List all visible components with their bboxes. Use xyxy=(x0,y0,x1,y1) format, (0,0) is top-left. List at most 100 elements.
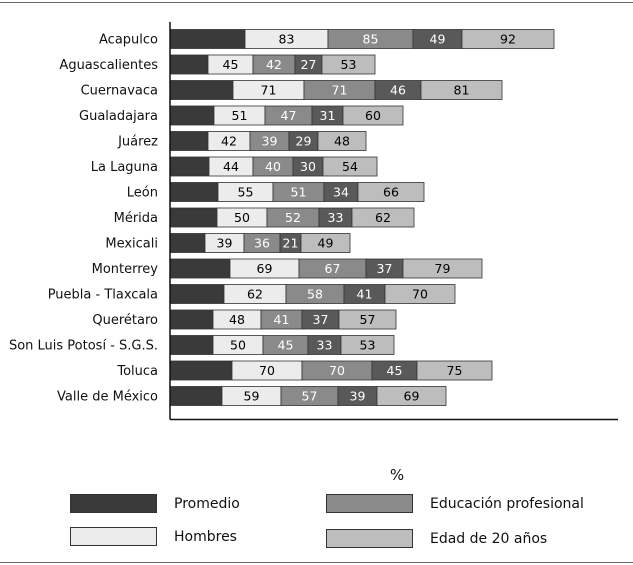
bar-segment xyxy=(169,54,209,75)
data-label: 48 xyxy=(334,134,350,149)
top-rule xyxy=(0,2,633,3)
data-label: 57 xyxy=(360,312,376,327)
bar-segment xyxy=(384,284,456,304)
bar-segment xyxy=(169,233,206,253)
legend-item-edad: Edad de 20 años xyxy=(326,529,547,548)
data-label: 71 xyxy=(332,83,348,98)
data-label: 75 xyxy=(447,363,463,378)
bar-segment xyxy=(169,182,219,202)
bar-segment xyxy=(169,105,215,126)
bar-segment xyxy=(342,105,404,126)
data-label: 59 xyxy=(244,389,260,404)
data-label: 58 xyxy=(307,287,323,302)
data-label: 53 xyxy=(360,338,376,353)
category-label: León xyxy=(127,186,158,201)
data-label: 85 xyxy=(363,32,379,47)
legend-item-promedio: Promedio xyxy=(70,494,240,513)
data-label: 51 xyxy=(291,185,307,200)
data-label: 29 xyxy=(296,134,312,149)
data-label: 41 xyxy=(274,312,290,327)
bar-segment xyxy=(338,309,397,330)
legend-label-hombres: Hombres xyxy=(174,528,237,545)
data-label: 52 xyxy=(285,210,301,225)
legend-swatch-edad xyxy=(326,529,413,548)
data-label: 50 xyxy=(234,210,250,225)
data-label: 62 xyxy=(247,287,263,302)
data-label: 45 xyxy=(387,363,403,378)
bar-segment xyxy=(376,386,447,406)
legend-label-edad: Edad de 20 años xyxy=(430,530,548,547)
bar-segment xyxy=(169,80,234,100)
data-label: 81 xyxy=(454,83,470,98)
bar-segment xyxy=(402,258,483,279)
data-label: 40 xyxy=(265,159,281,174)
data-label: 66 xyxy=(383,185,399,200)
data-label: 21 xyxy=(283,236,299,251)
data-label: 45 xyxy=(278,338,294,353)
data-label: 46 xyxy=(390,83,406,98)
legend-swatch-promedio xyxy=(70,494,157,513)
category-label: Querétaro xyxy=(92,313,158,328)
category-label: La Laguna xyxy=(91,160,158,175)
stacked-bar-chart: Acapulco 83 85 49 92 Aguascalientes 45 42 27 53 Cu… xyxy=(9,22,618,484)
data-label: 42 xyxy=(221,134,237,149)
legend-item-educacion: Educación profesional xyxy=(326,494,584,513)
data-label: 49 xyxy=(318,236,334,251)
data-label: 36 xyxy=(254,236,270,251)
data-label: 27 xyxy=(301,57,317,72)
data-label: 39 xyxy=(217,236,233,251)
data-label: 30 xyxy=(300,159,316,174)
bar-segment xyxy=(169,360,233,381)
data-label: 34 xyxy=(333,185,349,200)
bar-segment xyxy=(169,335,214,355)
data-label: 50 xyxy=(230,338,246,353)
bar-segment xyxy=(169,284,225,304)
data-label: 69 xyxy=(257,261,273,276)
x-axis-label: % xyxy=(390,466,404,484)
category-label: Juárez xyxy=(117,135,158,150)
bar-segment xyxy=(169,29,246,49)
bar-segment xyxy=(300,233,351,253)
category-label: Toluca xyxy=(116,364,158,379)
data-label: 79 xyxy=(435,261,451,276)
data-label: 92 xyxy=(500,32,516,47)
data-label: 57 xyxy=(302,389,318,404)
bar-segment xyxy=(322,156,378,177)
bar-segment xyxy=(169,156,210,177)
bar-segment xyxy=(317,131,367,151)
data-label: 41 xyxy=(357,287,373,302)
category-label: Son Luis Potosí - S.G.S. xyxy=(9,339,158,354)
bar-segment xyxy=(340,335,395,355)
data-label: 37 xyxy=(313,312,329,327)
legend-label-promedio: Promedio xyxy=(174,495,240,512)
legend-label-educacion: Educación profesional xyxy=(430,495,584,512)
bar-segment xyxy=(169,258,231,279)
data-label: 83 xyxy=(279,32,295,47)
data-label: 47 xyxy=(281,108,297,123)
data-label: 48 xyxy=(229,312,245,327)
data-label: 39 xyxy=(350,389,366,404)
data-label: 71 xyxy=(261,83,277,98)
category-label: Cuernavaca xyxy=(81,84,158,99)
category-label: Mérida xyxy=(114,211,158,226)
data-label: 70 xyxy=(412,287,428,302)
bar-segment xyxy=(169,207,218,228)
data-label: 70 xyxy=(329,363,345,378)
data-label: 49 xyxy=(430,32,446,47)
category-label: Gualadajara xyxy=(79,109,158,124)
data-label: 39 xyxy=(262,134,278,149)
bar-segment xyxy=(461,29,555,49)
bar-segment xyxy=(169,131,209,151)
category-label: Valle de México xyxy=(57,390,158,405)
data-label: 67 xyxy=(325,261,341,276)
category-label: Puebla - Tlaxcala xyxy=(48,288,158,303)
legend-item-hombres: Hombres xyxy=(70,527,237,546)
data-label: 62 xyxy=(375,210,391,225)
bar-segment xyxy=(169,309,214,330)
data-label: 51 xyxy=(232,108,248,123)
bar-segment xyxy=(420,80,503,100)
data-label: 33 xyxy=(317,338,333,353)
chart-legend: Promedio Educación profesional Hombres E… xyxy=(0,487,633,552)
bar-segment xyxy=(351,207,415,228)
bar-segment xyxy=(416,360,493,381)
